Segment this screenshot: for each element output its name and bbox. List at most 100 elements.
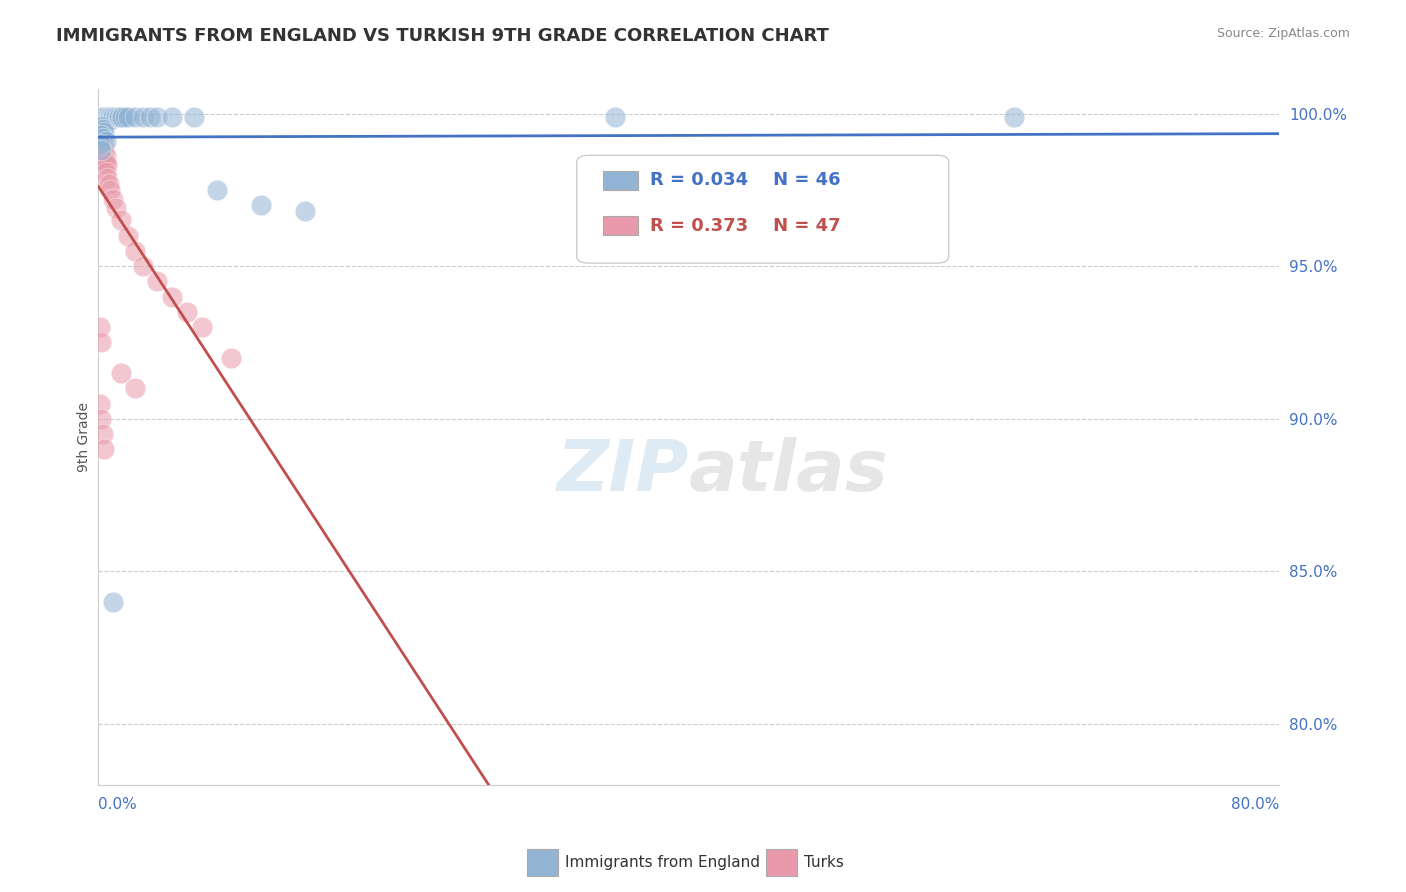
Point	[93, 442, 115, 457]
Point	[93, 146, 115, 161]
Point	[96, 112, 118, 127]
Point	[93, 153, 115, 167]
Point	[117, 110, 139, 124]
Point	[93, 116, 115, 130]
Point	[94, 155, 117, 169]
Point	[93, 140, 115, 154]
Point	[90, 143, 112, 157]
Point	[96, 159, 118, 173]
Text: Immigrants from England: Immigrants from England	[565, 855, 761, 870]
Point	[91, 116, 114, 130]
Point	[107, 110, 129, 124]
Point	[89, 320, 111, 334]
Point	[91, 427, 114, 442]
Point	[97, 177, 120, 191]
Point	[90, 128, 112, 142]
Point	[294, 204, 316, 219]
Point	[91, 110, 114, 124]
Y-axis label: 9th Grade: 9th Grade	[77, 402, 91, 472]
Point	[108, 110, 131, 124]
Point	[91, 112, 114, 127]
Point	[96, 170, 118, 185]
FancyBboxPatch shape	[576, 155, 949, 263]
Point	[132, 259, 155, 273]
Point	[94, 110, 117, 124]
Point	[90, 335, 112, 350]
Point	[97, 110, 120, 124]
Text: atlas: atlas	[689, 437, 889, 507]
Point	[90, 134, 112, 148]
Text: 80.0%: 80.0%	[1232, 797, 1279, 813]
Point	[114, 110, 136, 124]
Point	[103, 595, 125, 609]
Point	[90, 411, 112, 425]
Point	[91, 131, 114, 145]
Point	[117, 228, 139, 243]
Text: IMMIGRANTS FROM ENGLAND VS TURKISH 9TH GRADE CORRELATION CHART: IMMIGRANTS FROM ENGLAND VS TURKISH 9TH G…	[56, 27, 830, 45]
FancyBboxPatch shape	[603, 216, 638, 235]
Point	[176, 305, 198, 319]
Text: R = 0.373    N = 47: R = 0.373 N = 47	[650, 217, 841, 235]
Point	[100, 110, 122, 124]
Point	[94, 164, 117, 178]
Point	[219, 351, 242, 365]
Point	[89, 110, 111, 124]
Point	[250, 198, 273, 212]
Point	[124, 110, 146, 124]
Point	[105, 201, 128, 215]
Point	[191, 320, 214, 334]
Point	[96, 110, 118, 124]
Point	[90, 119, 112, 133]
Point	[90, 128, 112, 142]
Point	[105, 110, 128, 124]
Point	[98, 110, 121, 124]
Point	[97, 112, 120, 127]
Point	[1002, 110, 1025, 124]
Point	[90, 119, 112, 133]
Point	[91, 112, 114, 127]
Point	[205, 183, 228, 197]
Text: Source: ZipAtlas.com: Source: ZipAtlas.com	[1216, 27, 1350, 40]
Point	[146, 275, 169, 289]
Point	[124, 381, 146, 395]
Point	[605, 110, 627, 124]
Point	[110, 366, 132, 380]
Point	[124, 244, 146, 258]
Point	[91, 143, 114, 157]
Point	[91, 110, 114, 124]
Point	[111, 110, 134, 124]
Point	[93, 125, 115, 139]
Point	[93, 110, 115, 124]
Point	[94, 134, 117, 148]
Text: R = 0.034    N = 46: R = 0.034 N = 46	[650, 171, 841, 189]
FancyBboxPatch shape	[603, 170, 638, 190]
Point	[139, 110, 162, 124]
Point	[103, 110, 125, 124]
Point	[90, 110, 112, 124]
Point	[162, 290, 183, 304]
Point	[94, 149, 117, 163]
Point	[91, 121, 114, 136]
Point	[110, 213, 132, 227]
Point	[91, 121, 114, 136]
Point	[93, 112, 115, 127]
Point	[89, 119, 111, 133]
Point	[162, 110, 183, 124]
Point	[94, 116, 117, 130]
Point	[98, 183, 121, 197]
Point	[89, 396, 111, 410]
Point	[132, 110, 155, 124]
Point	[91, 131, 114, 145]
Point	[104, 110, 127, 124]
Point	[93, 116, 115, 130]
Point	[90, 112, 112, 127]
Point	[103, 192, 125, 206]
Point	[90, 110, 112, 124]
Point	[89, 137, 111, 152]
Text: Turks: Turks	[804, 855, 844, 870]
Point	[93, 112, 115, 127]
Text: ZIP: ZIP	[557, 437, 689, 507]
Text: 0.0%: 0.0%	[98, 797, 138, 813]
Point	[89, 125, 111, 139]
Point	[183, 110, 205, 124]
